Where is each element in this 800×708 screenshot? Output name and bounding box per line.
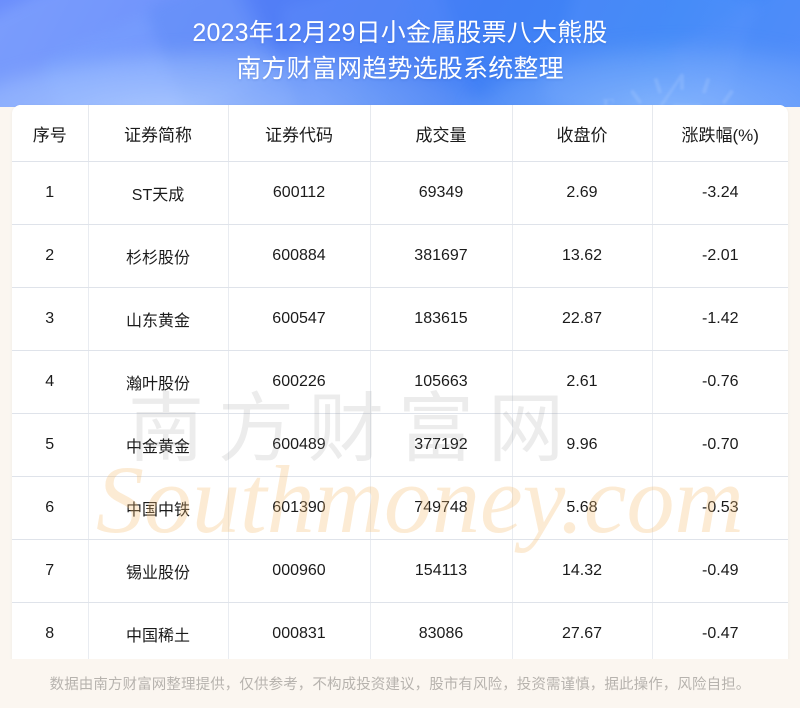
column-header-code[interactable]: 证券代码 (228, 105, 371, 162)
cell-code: 600226 (228, 350, 371, 414)
cell-name: ST天成 (88, 161, 229, 225)
cell-code: 000960 (228, 539, 371, 603)
cell-change: -0.47 (702, 625, 739, 642)
disclaimer-text: 数据由南方财富网整理提供，仅供参考，不构成投资建议，股市有风险，投资需谨慎，据此… (49, 677, 751, 693)
cell-change: -3.24 (652, 161, 788, 225)
cell-change: -0.70 (652, 413, 788, 477)
table-row[interactable]: 4 瀚叶股份 600226 105663 2.61 -0.76 (12, 350, 788, 414)
cell-index: 3 (12, 287, 89, 351)
cell-close: 9.96 (512, 413, 653, 477)
stock-table: 序号 证券简称 证券代码 成交量 收盘价 涨跌幅(%) 1 ST天成 60011… (12, 105, 788, 665)
column-header-close[interactable]: 收盘价 (512, 105, 653, 162)
column-header-change[interactable]: 涨跌幅(%) (652, 105, 788, 162)
table-body: 1 ST天成 600112 69349 2.69 -3.24 2 杉杉股份 60… (12, 161, 788, 665)
page-title: 2023年12月29日小金属股票八大熊股 南方财富网趋势选股系统整理 (0, 0, 800, 87)
column-header-volume[interactable]: 成交量 (370, 105, 513, 162)
cell-close: 27.67 (512, 602, 653, 665)
cell-index: 7 (12, 539, 89, 603)
cell-name: 中金黄金 (88, 413, 229, 477)
cell-index: 2 (12, 224, 89, 288)
title-line-2: 南方财富网趋势选股系统整理 (236, 55, 564, 83)
table-row[interactable]: 7 锡业股份 000960 154113 14.32 -0.49 (12, 539, 788, 603)
cell-index: 8 (12, 602, 89, 665)
cell-code: 000831 (228, 602, 371, 665)
cell-close: 13.62 (512, 224, 653, 288)
cell-volume: 69349 (370, 161, 513, 225)
cell-close: 2.69 (512, 161, 653, 225)
table-row[interactable]: 5 中金黄金 600489 377192 9.96 -0.70 (12, 413, 788, 477)
table-row[interactable]: 1 ST天成 600112 69349 2.69 -3.24 (12, 161, 788, 225)
cell-close: 22.87 (512, 287, 653, 351)
footer-disclaimer-bar: 数据由南方财富网整理提供，仅供参考，不构成投资建议，股市有风险，投资需谨慎，据此… (0, 659, 800, 708)
column-header-name[interactable]: 证券简称 (88, 105, 229, 162)
cell-name: 山东黄金 (88, 287, 229, 351)
cell-name: 瀚叶股份 (88, 350, 229, 414)
cell-code: 601390 (228, 476, 371, 540)
cell-change: -0.76 (652, 350, 788, 414)
cell-index: 4 (12, 350, 89, 414)
cell-code: 600547 (228, 287, 371, 351)
table-row[interactable]: 2 杉杉股份 600884 381697 13.62 -2.01 (12, 224, 788, 288)
cell-code: 600489 (228, 413, 371, 477)
cell-volume: 381697 (370, 224, 513, 288)
table-row[interactable]: 3 山东黄金 600547 183615 22.87 -1.42 (12, 287, 788, 351)
cell-name: 中国稀土 (88, 602, 229, 665)
cell-volume: 749748 (370, 476, 513, 540)
cell-change: -0.49 (652, 539, 788, 603)
cell-name: 中国中铁 (88, 476, 229, 540)
column-header-index[interactable]: 序号 (12, 105, 89, 162)
cell-volume: 105663 (370, 350, 513, 414)
cell-change: -2.01 (652, 224, 788, 288)
table-header-row: 序号 证券简称 证券代码 成交量 收盘价 涨跌幅(%) (12, 105, 788, 162)
stock-table-container: 序号 证券简称 证券代码 成交量 收盘价 涨跌幅(%) 1 ST天成 60011… (12, 105, 788, 665)
cell-volume: 377192 (370, 413, 513, 477)
table-header: 序号 证券简称 证券代码 成交量 收盘价 涨跌幅(%) (12, 105, 788, 162)
cell-change: -1.42 (652, 287, 788, 351)
cell-close: 5.68 (512, 476, 653, 540)
cell-change: -0.53 (652, 476, 788, 540)
cell-code: 600112 (228, 161, 371, 225)
cell-name: 杉杉股份 (88, 224, 229, 288)
cell-index: 5 (12, 413, 89, 477)
table-row[interactable]: 6 中国中铁 601390 749748 5.68 -0.53 (12, 476, 788, 540)
header-banner: F 2023年12月29日小金属股票八大熊股 南方财富网趋势选股系统整理 (0, 0, 800, 107)
cell-index: 1 (12, 161, 89, 225)
cell-volume: 83086 (370, 602, 513, 665)
table-row[interactable]: 8 中国稀土 000831 83086 27.67 -0.47 (12, 602, 788, 665)
cell-code: 600884 (228, 224, 371, 288)
cell-index: 6 (12, 476, 89, 540)
cell-volume: 154113 (370, 539, 513, 603)
cell-close: 14.32 (512, 539, 653, 603)
cell-volume: 183615 (370, 287, 513, 351)
title-line-1: 2023年12月29日小金属股票八大熊股 (192, 19, 608, 47)
cell-close: 2.61 (512, 350, 653, 414)
cell-name: 锡业股份 (88, 539, 229, 603)
